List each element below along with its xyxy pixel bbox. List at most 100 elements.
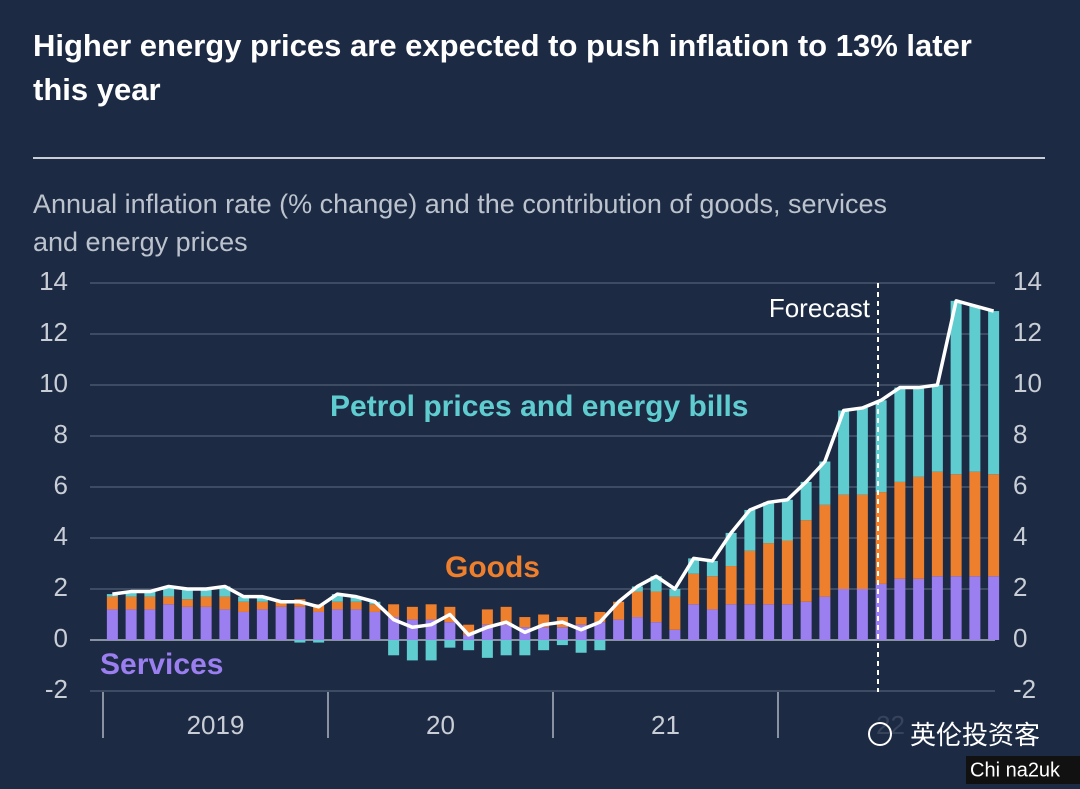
y-tick-label: 2 [54, 572, 68, 602]
bar-segment [313, 640, 325, 643]
bar-segment [744, 509, 756, 551]
bar-segment [425, 640, 437, 661]
bar-segment [913, 387, 925, 477]
bars [106, 300, 1000, 661]
bar-segment [200, 589, 212, 597]
bar-segment [838, 410, 850, 495]
x-tick-label: 21 [651, 710, 680, 740]
bar-segment [688, 573, 700, 605]
bar-segment [706, 576, 718, 610]
y-tick-label: 14 [39, 266, 68, 296]
y2-tick-label: 8 [1013, 419, 1027, 449]
y-tick-label: 10 [39, 368, 68, 398]
bar-segment [650, 576, 662, 592]
bar-segment [781, 540, 793, 605]
bar-segment [669, 629, 681, 640]
bar-segment [481, 609, 493, 625]
bar-segment [744, 604, 756, 640]
bar-segment [463, 640, 475, 651]
bar-segment [725, 566, 737, 605]
bar-segment [950, 300, 962, 475]
bar-segment [331, 609, 343, 640]
bar-segment [856, 589, 868, 640]
bar-segment [706, 560, 718, 577]
bar-segment [144, 591, 156, 597]
bar-segment [500, 640, 512, 656]
bar-segment [556, 627, 568, 640]
y-tick-label: 12 [39, 317, 68, 347]
bar-segment [219, 586, 231, 597]
bar-segment [931, 576, 943, 640]
bar-segment [481, 624, 493, 640]
bar-segment [350, 601, 362, 610]
bar-segment [819, 504, 831, 597]
bar-segment [125, 591, 137, 597]
overlay [112, 299, 995, 637]
bar-segment [106, 594, 118, 597]
bar-segment [238, 611, 250, 640]
bar-segment [725, 604, 737, 640]
watermark: 英伦投资客 [910, 720, 1040, 750]
bar-segment [350, 609, 362, 640]
bar-segment [875, 400, 887, 493]
bar-segment [106, 609, 118, 640]
y-tick-label: -2 [45, 674, 68, 704]
y2-tick-label: 14 [1013, 266, 1042, 296]
bar-segment [706, 609, 718, 640]
text-line: Annual inflation rate (% change) and the… [33, 189, 887, 219]
bar-segment [931, 471, 943, 577]
bar-segment [781, 499, 793, 541]
bar-segment [575, 624, 587, 640]
bar-segment [575, 640, 587, 653]
y2-tick-label: -2 [1013, 674, 1036, 704]
y2-tick-label: 12 [1013, 317, 1042, 347]
bar-segment [631, 591, 643, 618]
bar-segment [519, 640, 531, 656]
bar-segment [875, 583, 887, 640]
bar-segment [256, 596, 268, 602]
bar-segment [350, 596, 362, 602]
bar-segment [219, 609, 231, 640]
bar-segment [819, 596, 831, 640]
bar-segment [200, 606, 212, 640]
bar-segment [594, 611, 606, 623]
bar-segment [575, 617, 587, 625]
bar-segment [388, 640, 400, 656]
bar-segment [988, 576, 1000, 640]
x-tick-label: 20 [426, 710, 455, 740]
bar-segment [125, 596, 137, 610]
bar-segment [219, 596, 231, 610]
bar-segment [200, 596, 212, 607]
text-line: this year [33, 72, 161, 107]
y-tick-label: 4 [54, 521, 68, 551]
bar-segment [781, 604, 793, 640]
bar-segment [538, 614, 550, 628]
bar-segment [613, 619, 625, 640]
bar-segment [988, 474, 1000, 577]
inflation-line [112, 299, 995, 637]
bar-segment [256, 609, 268, 640]
bar-segment [463, 624, 475, 635]
bar-segment [763, 543, 775, 605]
bar-segment [463, 634, 475, 640]
bar-segment [406, 640, 418, 661]
bar-segment [481, 640, 493, 658]
series-label: Goods [445, 551, 540, 584]
bar-segment [275, 606, 287, 640]
bar-segment [631, 586, 643, 592]
bar-segment [913, 578, 925, 640]
bar-segment [950, 474, 962, 577]
bar-segment [106, 596, 118, 610]
bar-segment [331, 594, 343, 602]
bar-segment [331, 601, 343, 610]
bar-segment [444, 622, 456, 640]
bar-segment [969, 576, 981, 640]
bar-segment [950, 576, 962, 640]
bar-segment [256, 601, 268, 610]
bar-segment [163, 604, 175, 640]
bar-segment [931, 385, 943, 472]
bar-segment [181, 589, 193, 600]
series-label: Services [100, 648, 223, 681]
bar-segment [800, 481, 812, 521]
